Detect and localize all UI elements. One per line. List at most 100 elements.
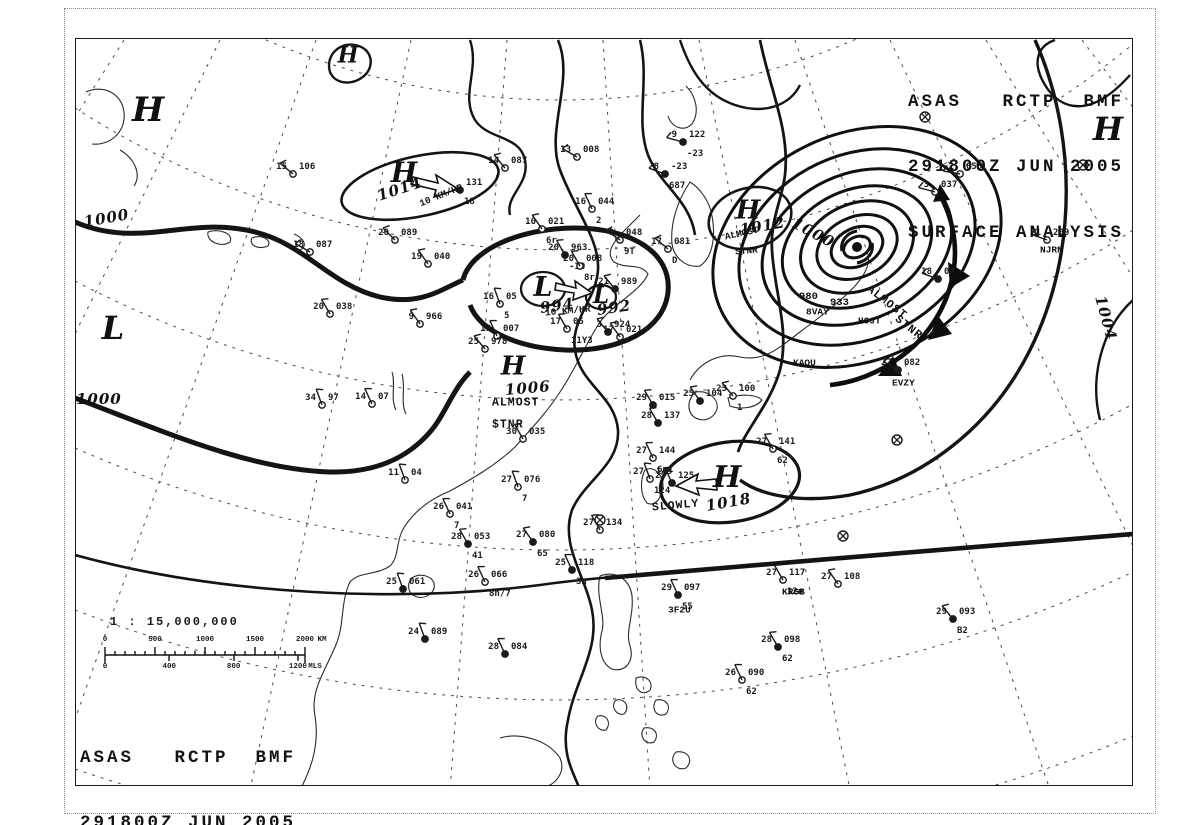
station-plot: 28 137 <box>641 406 680 427</box>
station-value: 7 <box>454 521 459 531</box>
station-value: 087 <box>316 240 332 250</box>
station-plot: 21 209 <box>1030 228 1069 244</box>
station-value: 25 <box>386 577 397 587</box>
ship-symbol <box>1077 159 1089 171</box>
station-value: 25 <box>683 389 694 399</box>
map-label: H9JT <box>858 315 881 327</box>
station-value: 55 <box>682 602 693 612</box>
pressure-center-h: H <box>735 195 761 226</box>
station-value: 10 <box>525 217 536 227</box>
station-value: 084 <box>511 642 528 652</box>
station-plot: 29 093 B2 <box>936 603 975 636</box>
station-value: 28 <box>488 642 499 652</box>
station-value: 108 <box>844 572 860 582</box>
station-plot: 20 038 <box>313 297 352 318</box>
station-value: 17 <box>651 237 662 247</box>
station-value: 04 <box>411 468 422 478</box>
station-value: 20 <box>378 228 389 238</box>
station-value: 6n1 <box>657 465 673 475</box>
scale-tick-miles: 400 <box>162 663 177 671</box>
station-value: 125 <box>678 471 694 481</box>
station-value: 007 <box>503 324 519 334</box>
station-plot: 9 966 <box>409 308 442 328</box>
station-value: 098 <box>784 635 800 645</box>
station-value: 209 <box>1053 228 1069 238</box>
station-plot: 9 122 -23 <box>666 130 705 159</box>
station-value: 055 <box>966 162 982 172</box>
station-value: 14 <box>488 156 499 166</box>
station-value: 015 <box>659 393 675 403</box>
title-line: 291800Z JUN 2005 <box>80 813 297 825</box>
station-value: 21 <box>598 277 609 287</box>
station-value: 26 <box>725 668 736 678</box>
typhoon-symbol <box>840 229 874 265</box>
ship-symbol <box>919 111 931 123</box>
station-value: 080 <box>539 530 555 540</box>
pressure-center-h: H <box>390 155 418 189</box>
station-value: 076 <box>524 475 540 485</box>
ship-symbol <box>891 434 903 446</box>
station-value: 137 <box>664 411 680 421</box>
station-value: 3 <box>597 320 602 330</box>
title-line: ASAS RCTP BMF <box>80 747 297 768</box>
station-value: 008 <box>583 145 599 155</box>
outer-dotted-border <box>64 8 1156 814</box>
station-value: 087 <box>511 156 527 166</box>
pressure-center-h: H <box>131 90 165 130</box>
station-plot: 27 144 6n1 <box>636 441 676 475</box>
station-plot: 30 035 <box>506 422 545 443</box>
station-value: 27 <box>501 475 512 485</box>
station-value: 089 <box>401 228 417 238</box>
station-value: 27 <box>756 437 767 447</box>
pressure-center-h: H <box>712 459 742 495</box>
pressure-center-h: H <box>337 42 359 69</box>
scale-tick-km: 2000 <box>295 636 315 644</box>
station-plot: 29 097 55 <box>661 578 700 612</box>
station-value: 26 <box>468 570 479 580</box>
station-plot: 18 03 <box>921 267 955 283</box>
station-value: -23 <box>671 162 687 172</box>
station-value: 963 <box>571 243 587 253</box>
station-value: 18 <box>293 240 304 250</box>
pressure-center-h: H <box>500 351 526 382</box>
station-value: 924 <box>614 320 631 330</box>
station-plot: 28 084 <box>488 637 528 658</box>
station-plot: 15 106 <box>276 159 315 178</box>
station-plot: 25 104 <box>683 385 723 405</box>
station-value: 28 <box>451 532 462 542</box>
station-value: 97 <box>328 393 339 403</box>
map-label: 980 <box>799 291 818 303</box>
station-plot: 28 053 41 <box>451 527 490 561</box>
map-label: KAOU <box>793 357 816 369</box>
station-value: 9 <box>672 130 677 140</box>
scale-tick-miles: 0 <box>102 663 108 671</box>
title-line: SURFACE ANALYSIS <box>908 223 1125 243</box>
station-value: 097 <box>684 583 700 593</box>
station-value: 124 <box>654 486 671 496</box>
station-value: 061 <box>409 577 425 587</box>
map-label: EVZY <box>892 377 915 389</box>
station-plot: 19 040 <box>411 248 450 268</box>
station-plot: 23 100 1 <box>716 380 755 413</box>
map-label: 933 <box>830 297 849 309</box>
station-value: 41 <box>472 551 483 561</box>
station-plot: 20 008 8r <box>563 249 602 283</box>
graticule-parallels <box>76 39 1132 785</box>
station-value: 8n/7 <box>489 589 511 599</box>
station-plot: 10 021 6r <box>525 213 564 246</box>
ship-symbol <box>837 530 849 542</box>
station-value: 62 <box>777 456 788 466</box>
station-value: D <box>672 256 678 266</box>
station-value: 6r <box>546 236 557 246</box>
station-value: 021 <box>626 325 642 335</box>
station-value: 041 <box>456 502 472 512</box>
station-plot: 34 97 <box>305 388 339 409</box>
station-value: 25 <box>655 471 666 481</box>
station-plot: 14 07 <box>355 387 389 408</box>
map-label: ALMOST <box>492 396 540 410</box>
station-value: 7 <box>522 494 527 504</box>
station-value: 30 <box>506 427 517 437</box>
station-value: 29 <box>636 393 647 403</box>
pressure-center-l: L <box>592 282 610 310</box>
